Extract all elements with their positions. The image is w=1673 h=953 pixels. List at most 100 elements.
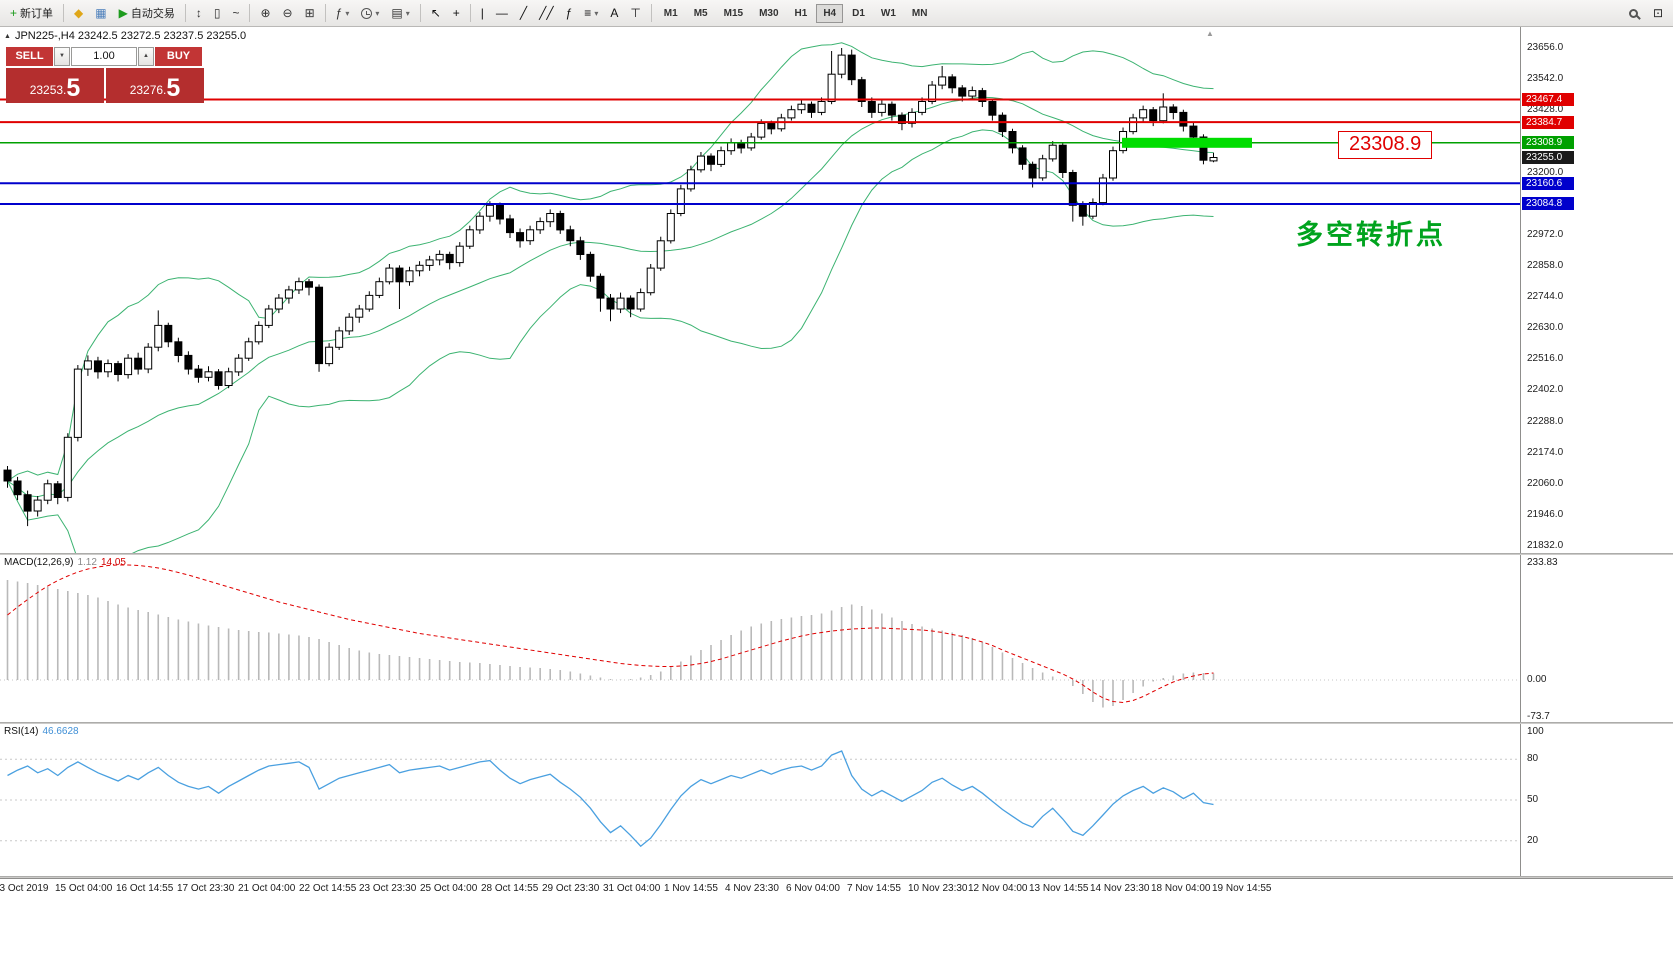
- indicator-axis-label: -73.7: [1527, 711, 1550, 722]
- chart-settings-button[interactable]: ▤ ▾: [385, 2, 415, 24]
- metaeditor-button[interactable]: ◆: [68, 2, 89, 24]
- new-window-button[interactable]: ⊡: [1647, 2, 1669, 24]
- candle-chart-icon: ▯: [213, 6, 221, 20]
- metaeditor-icon: ◆: [74, 6, 84, 20]
- candle-chart-button[interactable]: ▯: [208, 2, 227, 24]
- indicator-axis-label: 100: [1527, 726, 1544, 737]
- scroll-to-end-icon[interactable]: ▲: [1206, 29, 1214, 38]
- macd-signal-value: 14.05: [100, 557, 126, 568]
- new-order-icon: +: [10, 6, 18, 20]
- text-icon: A: [610, 6, 619, 20]
- indicator-axis-label: 0.00: [1527, 674, 1547, 685]
- cursor-button[interactable]: ↖: [425, 2, 447, 24]
- tile-windows-button[interactable]: ⊞: [299, 2, 321, 24]
- text-annotation-object[interactable]: 多空转折点: [1296, 220, 1446, 250]
- time-axis-label: 29 Oct 23:30: [542, 883, 600, 894]
- rsi-canvas: [0, 750, 1520, 848]
- price-chart-canvas[interactable]: [0, 27, 1520, 553]
- panel-splitter[interactable]: [0, 722, 1673, 724]
- volume-increase-button[interactable]: ▲: [138, 47, 154, 66]
- time-axis-label: 19 Nov 14:55: [1212, 883, 1272, 894]
- cursor-icon: ↖: [430, 6, 441, 20]
- candles-layer: [3, 48, 1218, 527]
- toolbar-separator: [184, 4, 186, 22]
- horizontal-line-objects[interactable]: [0, 98, 1520, 205]
- timeframe-d1-button[interactable]: D1: [852, 7, 865, 19]
- dropdown-arrow-icon: ▾: [345, 8, 350, 18]
- timeframe-w1-button[interactable]: W1: [880, 7, 896, 19]
- symbol-ohlc-text: JPN225-,H4 23242.5 23272.5 23237.5 23255…: [14, 30, 247, 42]
- objects-button[interactable]: ≡ ▾: [578, 2, 604, 24]
- expander-icon[interactable]: ▲: [4, 32, 11, 40]
- time-axis-label: 21 Oct 04:00: [238, 883, 296, 894]
- search-button[interactable]: [1623, 2, 1647, 24]
- price-label-object[interactable]: 23308.9: [1338, 131, 1433, 159]
- new-order-button[interactable]: + 新订单: [4, 2, 59, 24]
- panel-splitter[interactable]: [0, 876, 1673, 878]
- toolbar: + 新订单 ◆ ▦ ▶ 自动交易 ↕ ▯ ~ ⊕ ⊖ ⊞ ƒ ▾ ▾ ▤ ▾ ↖ + | — ╱ ╱╱ ƒ ≡ ▾ A ⊤ M1 M5 M…: [0, 0, 1673, 27]
- panel-splitter[interactable]: [0, 553, 1673, 555]
- zoom-out-button[interactable]: ⊖: [277, 2, 299, 24]
- timeframe-m15-button[interactable]: M15: [723, 7, 744, 19]
- timeframe-group: M1 M5 M15 M30 H1 H4 D1 W1 MN: [656, 3, 936, 23]
- toolbar-left-group: + 新订单 ◆ ▦ ▶ 自动交易 ↕ ▯ ~ ⊕ ⊖ ⊞ ƒ ▾ ▾ ▤ ▾ ↖ + | — ╱ ╱╱ ƒ ≡ ▾ A ⊤: [4, 2, 656, 24]
- toolbar-separator: [324, 4, 326, 22]
- volume-decrease-button[interactable]: ▼: [54, 47, 70, 66]
- rsi-axis[interactable]: 100 80 50 20: [1520, 724, 1673, 876]
- rsi-name: RSI(14): [4, 726, 39, 737]
- trendline-button[interactable]: ╱: [514, 2, 533, 24]
- algo-trading-button[interactable]: ▶ 自动交易: [113, 2, 181, 24]
- indicator-axis-label: 80: [1527, 753, 1539, 764]
- chart-settings-icon: ▤: [391, 6, 403, 20]
- toolbar-separator: [63, 4, 65, 22]
- timeframe-mn-button[interactable]: MN: [911, 7, 928, 19]
- line-chart-button[interactable]: ~: [226, 2, 245, 24]
- timeframe-m30-button[interactable]: M30: [759, 7, 779, 19]
- main-chart-panel[interactable]: ▲ JPN225-,H4 23242.5 23272.5 23237.5 232…: [0, 27, 1673, 553]
- volume-input[interactable]: 1.00: [71, 47, 137, 66]
- macd-panel[interactable]: MACD(12,26,9) 1.12 14.05 233.83 0.00 -73.7: [0, 555, 1673, 722]
- time-axis-label: 13 Nov 14:55: [1029, 883, 1089, 894]
- toolbar-right-group: ⊡: [1623, 2, 1669, 24]
- text-button[interactable]: A: [604, 2, 624, 24]
- price-tick-label: 22402.0: [1527, 384, 1564, 395]
- main-price-axis[interactable]: 23656.0 23542.0 23428.0 23200.0 22972.0 22858…: [1520, 27, 1673, 553]
- channel-button[interactable]: ╱╱: [533, 2, 559, 24]
- time-axis-label: 23 Oct 23:30: [359, 883, 417, 894]
- indicator-axis-label: 20: [1527, 835, 1539, 846]
- indicators-button[interactable]: ƒ ▾: [330, 2, 356, 24]
- time-axis-label: 31 Oct 04:00: [603, 883, 661, 894]
- timeframe-m5-button[interactable]: M5: [693, 7, 708, 19]
- sell-button[interactable]: SELL: [6, 47, 53, 66]
- bar-chart-button[interactable]: ↕: [190, 2, 208, 24]
- toolbar-separator: [419, 4, 421, 22]
- toolbar-separator: [249, 4, 251, 22]
- time-axis-label: 25 Oct 04:00: [420, 883, 478, 894]
- rsi-panel[interactable]: RSI(14) 46.6628 100 80 50 20: [0, 724, 1673, 876]
- zoom-in-button[interactable]: ⊕: [254, 2, 276, 24]
- price-tick-label: 23656.0: [1527, 42, 1564, 53]
- macd-axis[interactable]: 233.83 0.00 -73.7: [1520, 555, 1673, 722]
- text-label-button[interactable]: ⊤: [624, 2, 646, 24]
- horizontal-line-button[interactable]: —: [490, 2, 514, 24]
- highlight-bar-object[interactable]: [1122, 137, 1252, 148]
- timeframe-h1-button[interactable]: H1: [794, 7, 808, 19]
- fibonacci-button[interactable]: ƒ: [560, 2, 579, 24]
- dropdown-arrow-icon: ▾: [375, 8, 380, 18]
- chart-ohlc-header: ▲ JPN225-,H4 23242.5 23272.5 23237.5 232…: [4, 30, 246, 42]
- time-axis-label: 4 Nov 23:30: [725, 883, 779, 894]
- time-axis-label: 22 Oct 14:55: [299, 883, 357, 894]
- vertical-line-button[interactable]: |: [475, 2, 490, 24]
- crosshair-button[interactable]: +: [447, 2, 466, 24]
- buy-button[interactable]: BUY: [155, 47, 202, 66]
- market-watch-button[interactable]: ▦: [89, 2, 112, 24]
- time-axis-label: 12 Nov 04:00: [968, 883, 1028, 894]
- periods-button[interactable]: ▾: [355, 2, 385, 24]
- algo-trading-icon: ▶: [118, 6, 128, 20]
- vertical-line-icon: |: [480, 6, 484, 20]
- macd-label: MACD(12,26,9) 1.12 14.05: [4, 557, 126, 568]
- timeframe-m1-button[interactable]: M1: [663, 7, 678, 19]
- timeframe-h4-button[interactable]: H4: [816, 3, 844, 23]
- rsi-label: RSI(14) 46.6628: [4, 726, 79, 737]
